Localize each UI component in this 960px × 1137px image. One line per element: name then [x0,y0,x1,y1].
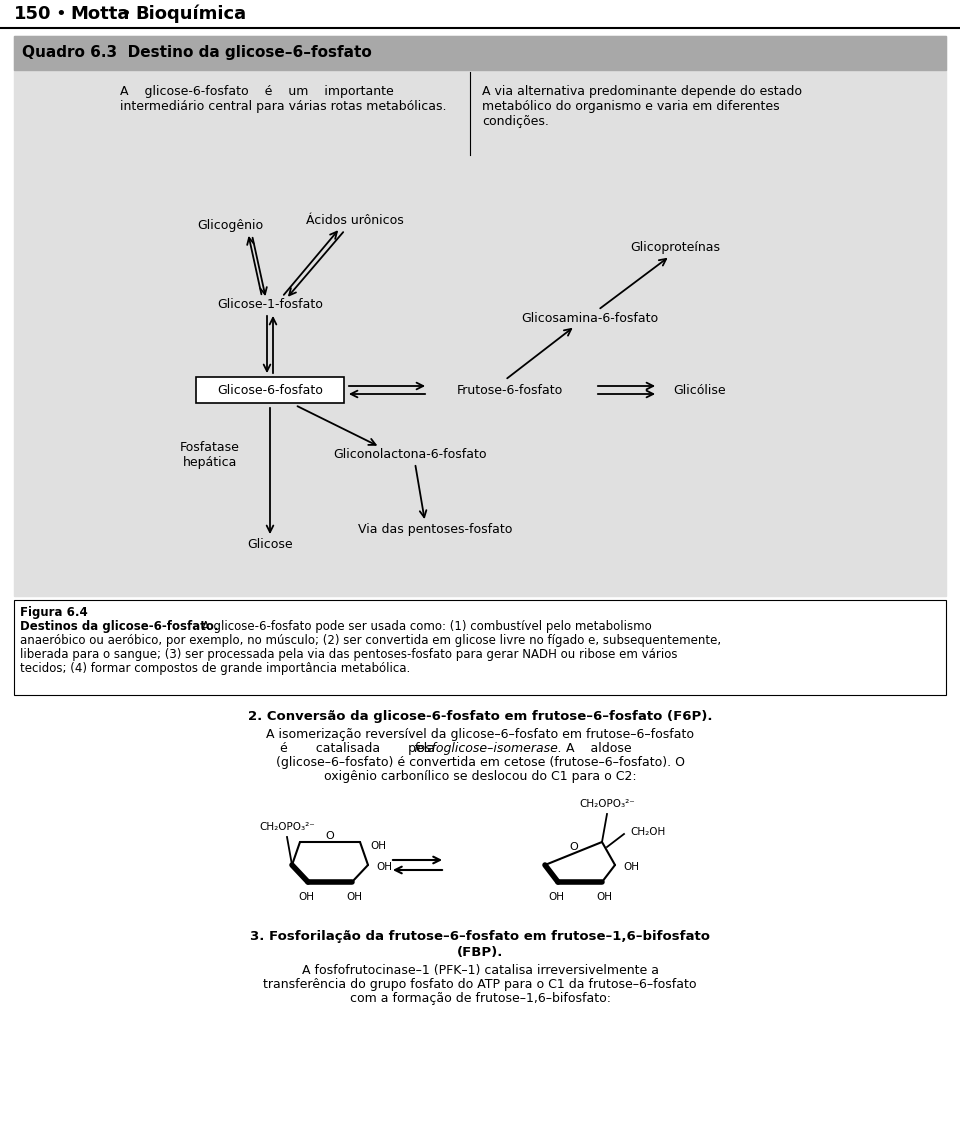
Text: 3. Fosforilação da frutose–6–fosfato em frutose–1,6–bifosfato: 3. Fosforilação da frutose–6–fosfato em … [250,930,710,943]
Text: CH₂OPO₃²⁻: CH₂OPO₃²⁻ [579,799,635,810]
Text: CH₂OH: CH₂OH [630,827,665,837]
Text: Glicólise: Glicólise [674,383,727,397]
Text: 150: 150 [14,5,52,23]
Text: Via das pentoses-fosfato: Via das pentoses-fosfato [358,523,513,537]
Text: Gliconolactona-6-fosfato: Gliconolactona-6-fosfato [333,448,487,462]
Text: transferência do grupo fosfato do ATP para o C1 da frutose–6–fosfato: transferência do grupo fosfato do ATP pa… [263,978,697,991]
Text: condições.: condições. [482,115,549,128]
Text: Glicose-6-fosfato: Glicose-6-fosfato [217,383,323,397]
Text: Ácidos urônicos: Ácidos urônicos [306,214,404,226]
Text: Bioquímica: Bioquímica [135,5,246,23]
Text: oxigênio carbonílico se deslocou do C1 para o C2:: oxigênio carbonílico se deslocou do C1 p… [324,770,636,783]
Text: 2. Conversão da glicose-6-fosfato em frutose–6–fosfato (F6P).: 2. Conversão da glicose-6-fosfato em fru… [248,709,712,723]
Text: A fosfofrutocinase–1 (PFK–1) catalisa irreversivelmente a: A fosfofrutocinase–1 (PFK–1) catalisa ir… [301,964,659,977]
Bar [14,36,946,70]
Text: OH: OH [548,893,564,902]
Text: (FBP).: (FBP). [457,946,503,958]
Text: Glicoproteínas: Glicoproteínas [630,241,720,255]
Text: tecidos; (4) formar compostos de grande importância metabólica.: tecidos; (4) formar compostos de grande … [20,662,410,675]
Text: Glicogênio: Glicogênio [197,218,263,232]
Text: anaeróbico ou aeróbico, por exemplo, no músculo; (2) ser convertida em glicose l: anaeróbico ou aeróbico, por exemplo, no … [20,634,721,647]
Text: OH: OH [298,893,314,902]
Text: •: • [120,5,131,23]
Text: A via alternativa predominante depende do estado: A via alternativa predominante depende d… [482,85,802,98]
Text: Fosfatase
hepática: Fosfatase hepática [180,441,240,468]
Text: OH: OH [596,893,612,902]
Bar [14,600,946,695]
Text: Motta: Motta [70,5,130,23]
Text: OH: OH [370,841,386,850]
FancyBboxPatch shape [196,377,344,402]
Text: CH₂OPO₃²⁻: CH₂OPO₃²⁻ [259,822,315,832]
Text: A isomerização reversível da glicose–6–fosfato em frutose–6–fosfato: A isomerização reversível da glicose–6–f… [266,728,694,741]
Text: O: O [325,831,334,841]
Text: OH: OH [346,893,362,902]
Text: A glicose-6-fosfato pode ser usada como: (1) combustível pelo metabolismo: A glicose-6-fosfato pode ser usada como:… [198,620,652,633]
Text: OH: OH [623,862,639,872]
Text: liberada para o sangue; (3) ser processada pela via das pentoses-fosfato para ge: liberada para o sangue; (3) ser processa… [20,648,678,661]
Text: (glicose–6–fosfato) é convertida em cetose (frutose–6–fosfato). O: (glicose–6–fosfato) é convertida em ceto… [276,756,684,769]
Text: A    glicose-6-fosfato    é    um    importante: A glicose-6-fosfato é um importante [120,85,394,98]
Text: •: • [55,5,65,23]
Text: OH: OH [376,862,392,872]
Text: Glicose-1-fosfato: Glicose-1-fosfato [217,299,323,312]
Text: com a formação de frutose–1,6–bifosfato:: com a formação de frutose–1,6–bifosfato: [349,991,611,1005]
Text: metabólico do organismo e varia em diferentes: metabólico do organismo e varia em difer… [482,100,780,113]
Text: fosfoglicose–isomerase.: fosfoglicose–isomerase. [413,742,562,755]
Bar [14,36,946,596]
Text: Frutose-6-fosfato: Frutose-6-fosfato [457,383,564,397]
Text: A    aldose: A aldose [558,742,632,755]
Text: é       catalisada       pela: é catalisada pela [280,742,443,755]
Text: Glicosamina-6-fosfato: Glicosamina-6-fosfato [521,312,659,324]
Text: Figura 6.4: Figura 6.4 [20,606,87,619]
Text: intermediário central para várias rotas metabólicas.: intermediário central para várias rotas … [120,100,446,113]
Text: O: O [569,843,578,853]
Text: Quadro 6.3  Destino da glicose–6–fosfato: Quadro 6.3 Destino da glicose–6–fosfato [22,45,372,60]
Text: Glicose: Glicose [247,539,293,551]
Text: Destinos da glicose-6-fosfato.: Destinos da glicose-6-fosfato. [20,620,219,633]
